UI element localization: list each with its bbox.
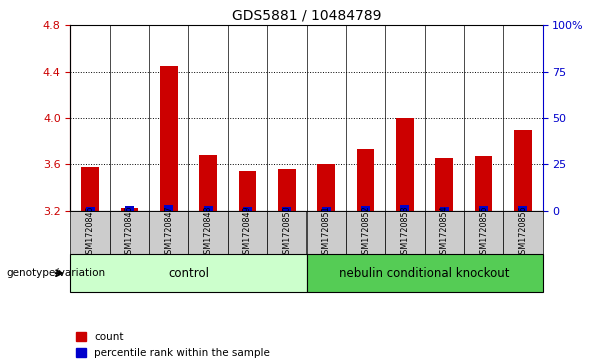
Bar xyxy=(238,171,256,211)
Text: nebulin conditional knockout: nebulin conditional knockout xyxy=(339,267,510,280)
Bar xyxy=(322,207,330,211)
Legend: count, percentile rank within the sample: count, percentile rank within the sample xyxy=(75,332,270,358)
Text: GSM1720856: GSM1720856 xyxy=(519,205,527,259)
Bar xyxy=(243,207,252,211)
Text: GSM1720845: GSM1720845 xyxy=(86,205,94,259)
Bar xyxy=(346,211,385,254)
Title: GDS5881 / 10484789: GDS5881 / 10484789 xyxy=(232,9,381,23)
Text: GSM1720846: GSM1720846 xyxy=(125,205,134,259)
Bar xyxy=(318,164,335,211)
Bar xyxy=(514,130,531,211)
Bar xyxy=(306,254,543,292)
Bar xyxy=(86,207,94,211)
Bar xyxy=(110,211,149,254)
Bar xyxy=(424,211,464,254)
Text: GSM1720853: GSM1720853 xyxy=(400,205,409,259)
Bar xyxy=(267,211,306,254)
Bar xyxy=(125,206,134,211)
Bar xyxy=(357,149,375,211)
Bar xyxy=(228,211,267,254)
Bar xyxy=(400,205,409,211)
Text: GSM1720852: GSM1720852 xyxy=(361,205,370,259)
Text: GSM1720850: GSM1720850 xyxy=(283,205,291,259)
Bar xyxy=(70,254,306,292)
Bar xyxy=(283,207,291,211)
Text: GSM1720855: GSM1720855 xyxy=(479,205,488,259)
Text: GSM1720849: GSM1720849 xyxy=(243,205,252,259)
Bar xyxy=(519,206,527,211)
Bar xyxy=(503,211,543,254)
Bar xyxy=(474,156,492,211)
Bar xyxy=(464,211,503,254)
Bar xyxy=(82,167,99,211)
Text: GSM1720847: GSM1720847 xyxy=(164,205,173,259)
Bar xyxy=(361,206,370,211)
Text: GSM1720854: GSM1720854 xyxy=(440,205,449,259)
Bar xyxy=(121,208,139,211)
Bar xyxy=(189,211,228,254)
Bar xyxy=(435,159,453,211)
Text: GSM1720848: GSM1720848 xyxy=(204,205,213,259)
Bar xyxy=(204,206,213,211)
Bar xyxy=(396,118,414,211)
Text: control: control xyxy=(168,267,209,280)
Bar xyxy=(199,155,217,211)
Text: GSM1720851: GSM1720851 xyxy=(322,205,330,259)
Bar xyxy=(149,211,189,254)
Bar xyxy=(479,206,488,211)
Bar xyxy=(306,211,346,254)
Bar xyxy=(160,66,178,211)
Text: genotype/variation: genotype/variation xyxy=(6,268,105,278)
Bar xyxy=(164,205,173,211)
Bar xyxy=(70,211,110,254)
Bar xyxy=(440,207,449,211)
Bar xyxy=(278,169,295,211)
Bar xyxy=(385,211,424,254)
